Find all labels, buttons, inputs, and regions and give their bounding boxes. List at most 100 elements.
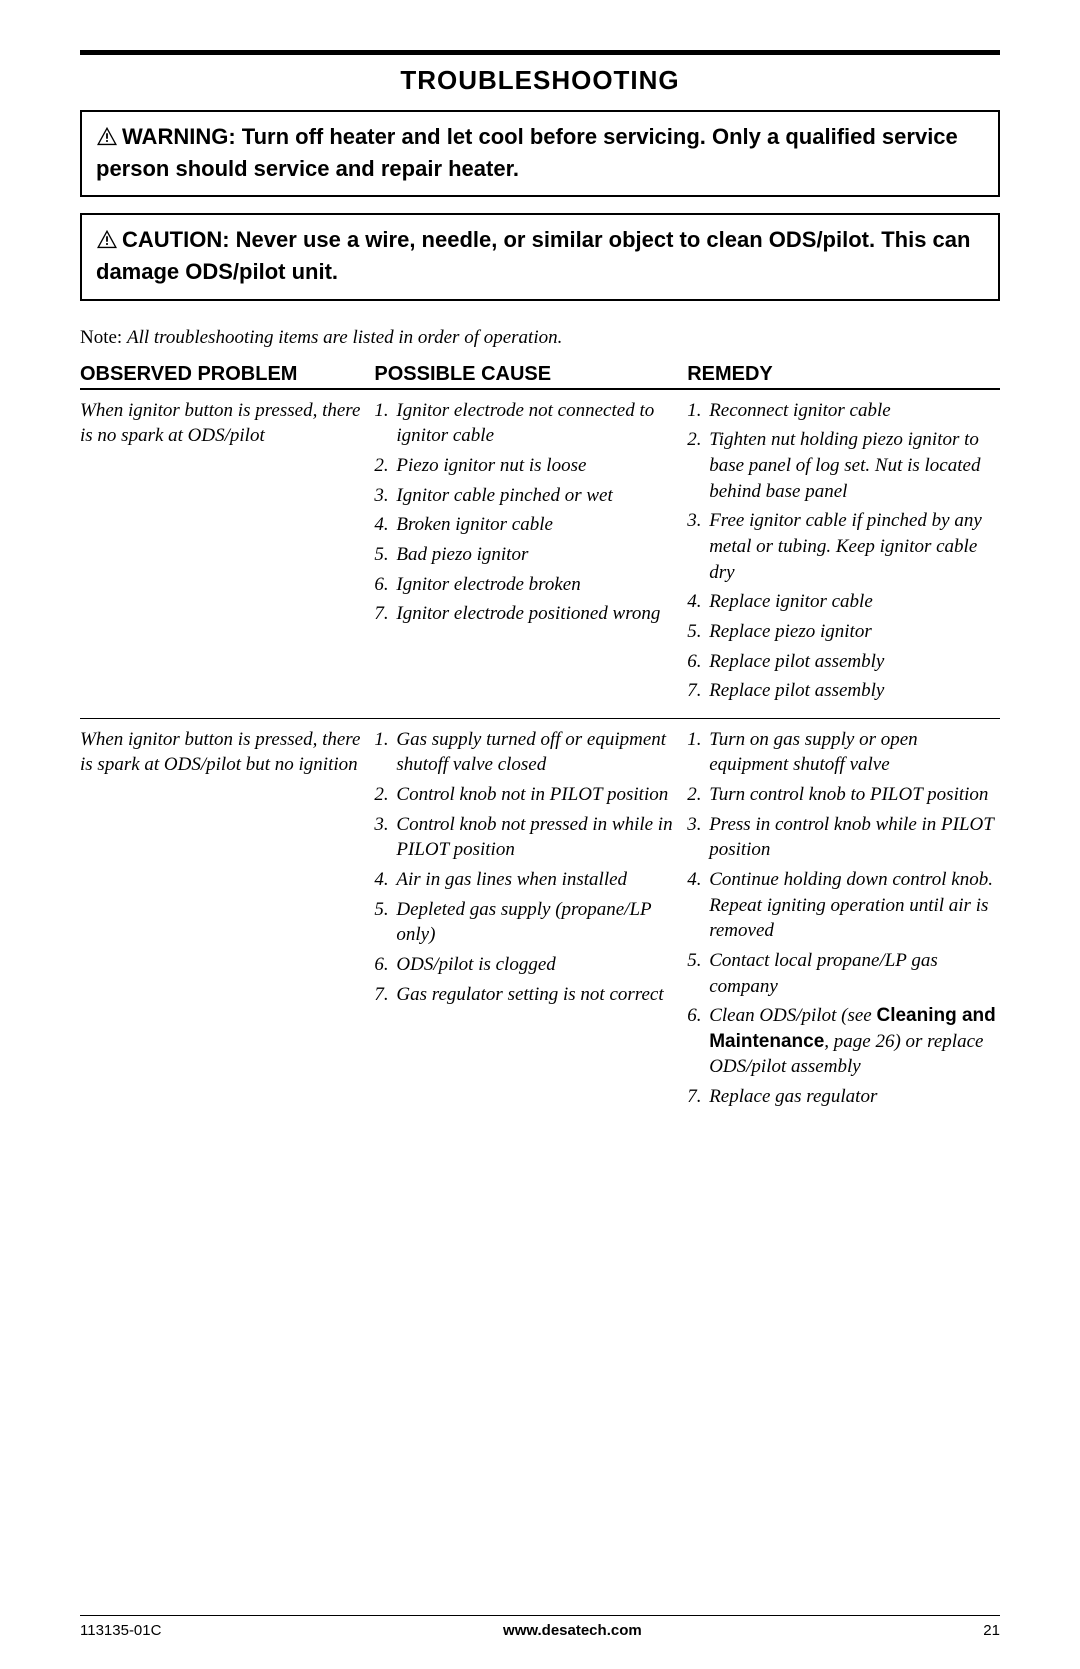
cause-item: 1.Gas supply turned off or equipment shu…: [374, 727, 677, 778]
item-number: 3.: [374, 812, 396, 863]
caution-text: CAUTION: Never use a wire, needle, or si…: [96, 225, 984, 286]
cause-item: 1.Ignitor electrode not connected to ign…: [374, 398, 677, 449]
item-number: 6.: [687, 1003, 709, 1080]
item-number: 5.: [687, 948, 709, 999]
cause-cell: 1.Ignitor electrode not connected to ign…: [374, 398, 687, 708]
cause-item: 2.Control knob not in PILOT position: [374, 782, 677, 808]
remedy-item: 7.Replace pilot assembly: [687, 678, 1000, 704]
remedy-cell: 1.Turn on gas supply or open equipment s…: [687, 727, 1000, 1114]
cause-item: 3.Ignitor cable pinched or wet: [374, 483, 677, 509]
note-label: Note:: [80, 327, 122, 348]
footer-left: 113135-01C: [80, 1622, 161, 1639]
item-text: Gas regulator setting is not correct: [396, 982, 677, 1008]
item-text: Bad piezo ignitor: [396, 542, 677, 568]
item-number: 4.: [687, 589, 709, 615]
item-text: Control knob not pressed in while in PIL…: [396, 812, 677, 863]
cause-item: 5.Depleted gas supply (propane/LP only): [374, 897, 677, 948]
item-number: 1.: [374, 727, 396, 778]
item-number: 1.: [687, 398, 709, 424]
remedy-item: 3.Free ignitor cable if pinched by any m…: [687, 508, 1000, 585]
item-text: Ignitor electrode positioned wrong: [396, 601, 677, 627]
item-number: 3.: [687, 508, 709, 585]
remedy-item: 6.Clean ODS/pilot (see Cleaning and Main…: [687, 1003, 1000, 1080]
item-text: Broken ignitor cable: [396, 512, 677, 538]
footer-right: 21: [983, 1622, 1000, 1639]
section-title: TROUBLESHOOTING: [80, 65, 1000, 96]
item-number: 7.: [687, 678, 709, 704]
warning-icon: [96, 124, 118, 154]
item-text: Replace ignitor cable: [709, 589, 1000, 615]
item-text: Clean ODS/pilot (see Cleaning and Mainte…: [709, 1003, 1000, 1080]
item-text: Replace piezo ignitor: [709, 619, 1000, 645]
table-row: When ignitor button is pressed, there is…: [80, 719, 1000, 1124]
table-header-row: OBSERVED PROBLEM POSSIBLE CAUSE REMEDY: [80, 363, 1000, 390]
item-number: 7.: [687, 1084, 709, 1110]
item-number: 7.: [374, 601, 396, 627]
caution-box: CAUTION: Never use a wire, needle, or si…: [80, 213, 1000, 300]
cause-item: 6.Ignitor electrode broken: [374, 572, 677, 598]
item-number: 4.: [374, 512, 396, 538]
item-text: Air in gas lines when installed: [396, 867, 677, 893]
cause-item: 6.ODS/pilot is clogged: [374, 952, 677, 978]
top-rule: [80, 50, 1000, 55]
footer-center: www.desatech.com: [503, 1622, 642, 1639]
item-text: Reconnect ignitor cable: [709, 398, 1000, 424]
remedy-item: 4.Replace ignitor cable: [687, 589, 1000, 615]
item-number: 4.: [374, 867, 396, 893]
item-text: Ignitor electrode not connected to ignit…: [396, 398, 677, 449]
cause-cell: 1.Gas supply turned off or equipment shu…: [374, 727, 687, 1114]
item-text: Press in control knob while in PILOT pos…: [709, 812, 1000, 863]
item-text: Gas supply turned off or equipment shuto…: [396, 727, 677, 778]
remedy-item: 4.Continue holding down control knob. Re…: [687, 867, 1000, 944]
item-number: 1.: [374, 398, 396, 449]
header-observed: OBSERVED PROBLEM: [80, 363, 374, 386]
item-number: 2.: [687, 427, 709, 504]
remedy-item: 6.Replace pilot assembly: [687, 649, 1000, 675]
cause-item: 2.Piezo ignitor nut is loose: [374, 453, 677, 479]
item-number: 6.: [374, 572, 396, 598]
item-text: Ignitor cable pinched or wet: [396, 483, 677, 509]
problem-cell: When ignitor button is pressed, there is…: [80, 398, 374, 708]
cause-item: 7.Gas regulator setting is not correct: [374, 982, 677, 1008]
item-number: 1.: [687, 727, 709, 778]
item-number: 5.: [374, 542, 396, 568]
page-footer: 113135-01C www.desatech.com 21: [80, 1615, 1000, 1639]
item-text: Turn control knob to PILOT position: [709, 782, 1000, 808]
item-text: Contact local propane/LP gas company: [709, 948, 1000, 999]
warning-label: WARNING:: [122, 124, 236, 149]
item-text: Replace pilot assembly: [709, 649, 1000, 675]
item-text: Ignitor electrode broken: [396, 572, 677, 598]
troubleshooting-table: OBSERVED PROBLEM POSSIBLE CAUSE REMEDY W…: [80, 363, 1000, 1124]
problem-cell: When ignitor button is pressed, there is…: [80, 727, 374, 1114]
warning-text: WARNING: Turn off heater and let cool be…: [96, 122, 984, 183]
item-text: Tighten nut holding piezo ignitor to bas…: [709, 427, 1000, 504]
item-number: 5.: [687, 619, 709, 645]
item-text: Control knob not in PILOT position: [396, 782, 677, 808]
header-cause: POSSIBLE CAUSE: [374, 363, 687, 386]
item-number: 6.: [687, 649, 709, 675]
item-text: Piezo ignitor nut is loose: [396, 453, 677, 479]
cause-item: 7.Ignitor electrode positioned wrong: [374, 601, 677, 627]
item-number: 7.: [374, 982, 396, 1008]
header-remedy: REMEDY: [687, 363, 1000, 386]
item-text: Free ignitor cable if pinched by any met…: [709, 508, 1000, 585]
item-text: Turn on gas supply or open equipment shu…: [709, 727, 1000, 778]
item-text: Continue holding down control knob. Repe…: [709, 867, 1000, 944]
remedy-item: 5.Contact local propane/LP gas company: [687, 948, 1000, 999]
cause-item: 3.Control knob not pressed in while in P…: [374, 812, 677, 863]
remedy-cell: 1.Reconnect ignitor cable2.Tighten nut h…: [687, 398, 1000, 708]
cause-item: 4.Broken ignitor cable: [374, 512, 677, 538]
remedy-item: 2.Tighten nut holding piezo ignitor to b…: [687, 427, 1000, 504]
item-number: 4.: [687, 867, 709, 944]
item-number: 3.: [687, 812, 709, 863]
remedy-item: 2.Turn control knob to PILOT position: [687, 782, 1000, 808]
table-row: When ignitor button is pressed, there is…: [80, 390, 1000, 719]
item-number: 3.: [374, 483, 396, 509]
item-number: 2.: [687, 782, 709, 808]
item-number: 5.: [374, 897, 396, 948]
item-number: 2.: [374, 782, 396, 808]
remedy-item: 3.Press in control knob while in PILOT p…: [687, 812, 1000, 863]
item-text: Replace gas regulator: [709, 1084, 1000, 1110]
remedy-item: 1.Turn on gas supply or open equipment s…: [687, 727, 1000, 778]
item-text: Replace pilot assembly: [709, 678, 1000, 704]
